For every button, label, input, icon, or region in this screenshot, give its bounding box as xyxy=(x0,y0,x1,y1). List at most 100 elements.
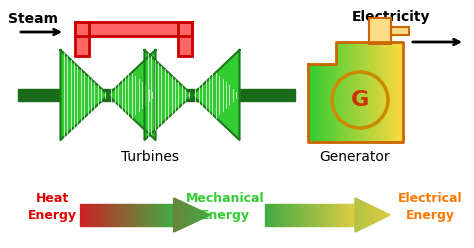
Bar xyxy=(402,42,403,142)
Polygon shape xyxy=(286,204,288,226)
Polygon shape xyxy=(205,213,206,217)
Polygon shape xyxy=(86,204,87,226)
Bar xyxy=(355,42,356,142)
Polygon shape xyxy=(180,201,181,229)
Polygon shape xyxy=(308,204,309,226)
Text: Heat
Energy: Heat Energy xyxy=(28,192,77,221)
Bar xyxy=(343,42,344,142)
Polygon shape xyxy=(173,198,174,232)
Bar xyxy=(363,42,364,142)
Bar xyxy=(392,42,393,142)
Bar xyxy=(357,42,358,142)
Polygon shape xyxy=(187,204,188,226)
Polygon shape xyxy=(133,204,134,226)
Polygon shape xyxy=(315,204,316,226)
Polygon shape xyxy=(312,204,313,226)
Polygon shape xyxy=(374,207,375,223)
Bar xyxy=(312,64,313,142)
Polygon shape xyxy=(146,204,148,226)
Bar xyxy=(326,64,327,142)
Polygon shape xyxy=(317,204,318,226)
Polygon shape xyxy=(194,208,195,222)
Polygon shape xyxy=(61,50,108,140)
Polygon shape xyxy=(343,204,344,226)
Polygon shape xyxy=(108,50,155,140)
Polygon shape xyxy=(141,204,142,226)
Polygon shape xyxy=(204,212,205,218)
Polygon shape xyxy=(345,204,346,226)
Polygon shape xyxy=(376,208,377,222)
Polygon shape xyxy=(111,204,113,226)
Bar xyxy=(349,42,350,142)
Polygon shape xyxy=(268,204,270,226)
Polygon shape xyxy=(292,204,293,226)
Polygon shape xyxy=(369,205,370,225)
Polygon shape xyxy=(355,198,356,232)
Polygon shape xyxy=(291,204,292,226)
Polygon shape xyxy=(279,204,280,226)
Polygon shape xyxy=(83,204,85,226)
Bar xyxy=(345,42,346,142)
Polygon shape xyxy=(200,210,201,220)
Polygon shape xyxy=(288,204,289,226)
Bar xyxy=(317,64,318,142)
Polygon shape xyxy=(320,204,321,226)
Polygon shape xyxy=(171,204,173,226)
Polygon shape xyxy=(311,204,312,226)
Polygon shape xyxy=(350,204,352,226)
Polygon shape xyxy=(105,204,106,226)
Bar xyxy=(364,42,365,142)
Bar xyxy=(362,42,363,142)
Polygon shape xyxy=(284,204,285,226)
Bar xyxy=(379,42,380,142)
Polygon shape xyxy=(101,204,102,226)
Bar xyxy=(358,42,359,142)
Polygon shape xyxy=(359,200,360,230)
Polygon shape xyxy=(169,204,170,226)
Polygon shape xyxy=(94,204,95,226)
Bar xyxy=(382,42,383,142)
Bar xyxy=(372,42,373,142)
Polygon shape xyxy=(302,204,303,226)
Polygon shape xyxy=(273,204,274,226)
Polygon shape xyxy=(164,204,165,226)
Bar xyxy=(390,42,391,142)
Polygon shape xyxy=(360,201,361,229)
Bar xyxy=(315,64,316,142)
Bar xyxy=(325,64,326,142)
Polygon shape xyxy=(106,204,107,226)
Polygon shape xyxy=(161,204,162,226)
Polygon shape xyxy=(186,204,187,226)
Polygon shape xyxy=(386,213,387,217)
Polygon shape xyxy=(170,204,171,226)
Bar xyxy=(396,42,397,142)
Polygon shape xyxy=(335,204,336,226)
Polygon shape xyxy=(293,204,294,226)
Polygon shape xyxy=(149,204,150,226)
Polygon shape xyxy=(142,204,143,226)
Polygon shape xyxy=(191,206,192,224)
Polygon shape xyxy=(281,204,282,226)
Polygon shape xyxy=(363,202,364,228)
Polygon shape xyxy=(322,204,323,226)
Polygon shape xyxy=(276,204,277,226)
Polygon shape xyxy=(344,204,345,226)
Bar xyxy=(389,42,390,142)
Text: Mechanical
Energy: Mechanical Energy xyxy=(186,192,264,221)
Polygon shape xyxy=(364,202,365,228)
Polygon shape xyxy=(388,214,389,216)
Polygon shape xyxy=(166,204,168,226)
Polygon shape xyxy=(207,214,208,216)
Bar xyxy=(374,42,375,142)
Polygon shape xyxy=(300,204,301,226)
Polygon shape xyxy=(277,204,279,226)
Bar xyxy=(398,42,399,142)
Polygon shape xyxy=(267,204,268,226)
Polygon shape xyxy=(367,204,368,226)
Polygon shape xyxy=(93,204,94,226)
Bar xyxy=(397,42,398,142)
Bar xyxy=(399,42,400,142)
Bar xyxy=(386,42,387,142)
Polygon shape xyxy=(135,204,136,226)
Bar xyxy=(320,64,321,142)
